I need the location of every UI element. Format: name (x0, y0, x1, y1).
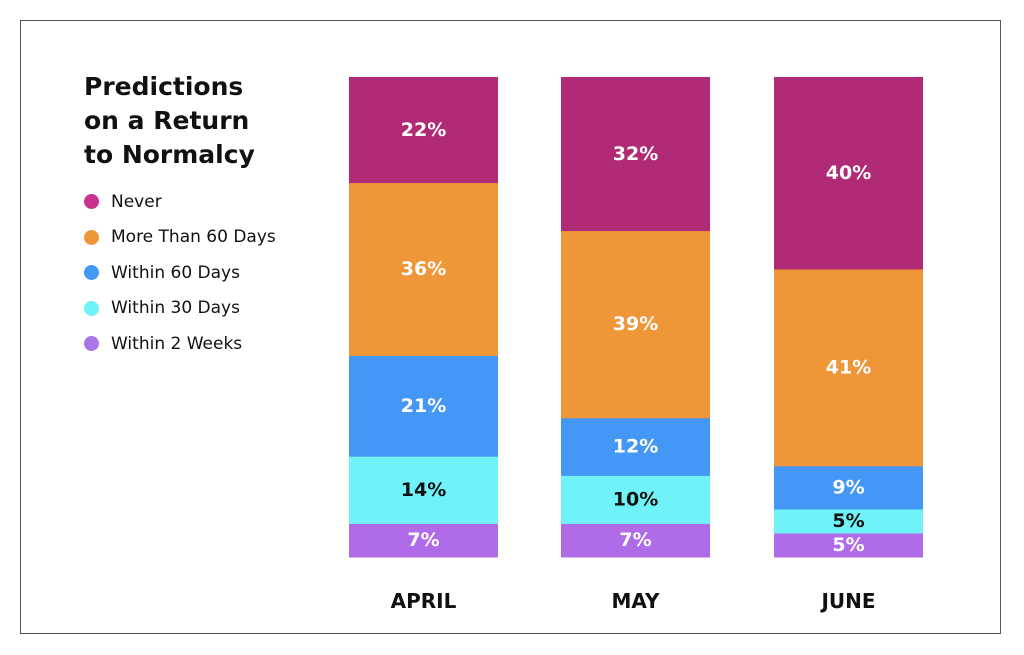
data-label: 7% (407, 529, 439, 551)
legend-label: More Than 60 Days (111, 227, 276, 248)
data-label: 32% (613, 143, 658, 165)
data-label: 41% (826, 356, 871, 378)
legend-label: Within 30 Days (111, 298, 240, 319)
bar-segment (774, 465, 923, 510)
category-label: MAY (612, 589, 660, 613)
data-label: 10% (613, 488, 658, 510)
data-label: 5% (832, 534, 864, 556)
data-label: 40% (826, 162, 871, 184)
legend-swatch (84, 229, 99, 245)
data-label: 36% (401, 258, 446, 280)
chart-title-line: to Normalcy (84, 140, 255, 169)
chart-title-line: on a Return (84, 106, 250, 135)
data-label: 21% (401, 395, 446, 417)
data-label: 9% (832, 476, 864, 498)
bar-segment (561, 230, 710, 419)
bar-segment (561, 417, 710, 476)
bar-segment (774, 269, 923, 467)
legend-item-more-than-60-days: More Than 60 Days (84, 220, 276, 256)
bar-segment (561, 77, 710, 232)
data-label: 14% (401, 479, 446, 501)
chart-legend: Never More Than 60 Days Within 60 Days W… (84, 184, 276, 362)
category-label: APRIL (391, 589, 457, 613)
legend-item-never: Never (84, 184, 276, 220)
legend-swatch (84, 336, 99, 352)
bar-segment (349, 355, 498, 457)
legend-swatch (84, 300, 99, 316)
bar-segment (561, 475, 710, 524)
legend-label: Within 2 Weeks (111, 333, 243, 354)
data-label: 7% (619, 529, 651, 551)
bar-segment (349, 182, 498, 356)
bar-segment (349, 456, 498, 524)
legend-swatch (84, 194, 99, 210)
chart-title: Predictions on a Return to Normalcy (84, 70, 255, 172)
legend-item-within-30-days: Within 30 Days (84, 291, 276, 327)
chart-title-line: Predictions (84, 72, 244, 101)
legend-swatch (84, 265, 99, 281)
bar-segment (774, 77, 923, 270)
category-label: JUNE (819, 589, 875, 613)
legend-label: Within 60 Days (111, 262, 240, 283)
legend-label: Never (111, 191, 162, 212)
legend-item-within-2-weeks: Within 2 Weeks (84, 326, 276, 362)
legend-item-within-60-days: Within 60 Days (84, 255, 276, 291)
data-label: 12% (613, 436, 658, 458)
bar-segment (349, 77, 498, 184)
data-label: 39% (613, 313, 658, 335)
data-label: 5% (832, 510, 864, 532)
bar-segment (561, 523, 710, 558)
bar-segment (349, 523, 498, 558)
bar-segment (774, 509, 923, 534)
data-label: 22% (401, 119, 446, 141)
bar-segment (774, 533, 923, 558)
